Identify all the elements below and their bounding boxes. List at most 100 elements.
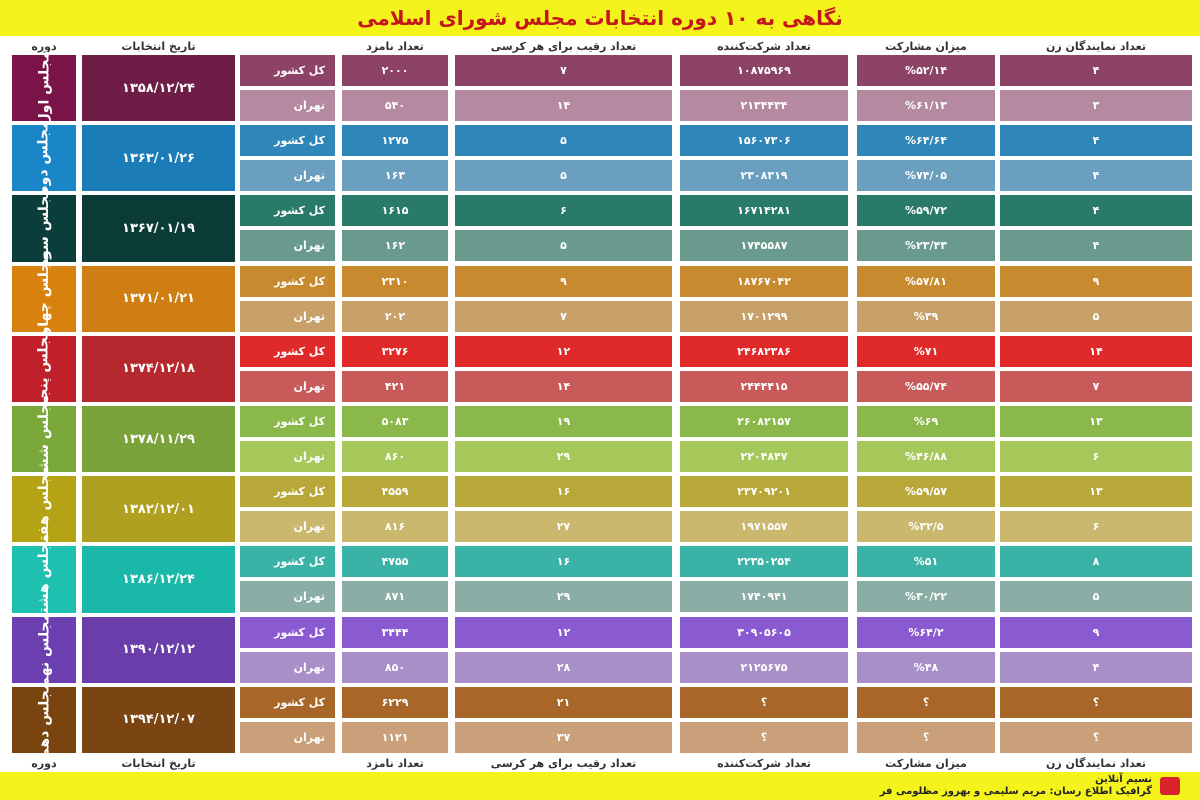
rivals: ۵ [455, 230, 672, 262]
women: ۴ [1000, 651, 1192, 683]
women: ۱۴ [1000, 335, 1192, 367]
rivals: ۱۶ [455, 476, 672, 508]
participants: ۲۱۳۴۴۳۴ [680, 90, 848, 121]
participants: ؟ [680, 721, 848, 753]
candidates: ۸۷۱ [342, 581, 448, 613]
participation: %۳۹ [857, 300, 995, 332]
women: ؟ [1000, 686, 1192, 718]
rivals: ۷ [455, 300, 672, 332]
participation: %۵۲/۱۴ [857, 55, 995, 86]
column-header: تعداد نمایندگان زن [1045, 757, 1146, 770]
column-header: تعداد شرکت‌کننده [717, 40, 811, 53]
logo [1160, 777, 1180, 795]
participation: ؟ [857, 721, 995, 753]
candidates: ۵۰۸۳ [342, 406, 448, 437]
candidates: ۸۱۶ [342, 511, 448, 543]
column-header: تعداد رقیب برای هر کرسی [490, 40, 637, 53]
participants: ۱۷۴۰۹۴۱ [680, 581, 848, 613]
column-header: تعداد نامزد [366, 757, 424, 770]
election-date: ۱۳۷۱/۰۱/۲۱ [82, 265, 235, 332]
participation: %۷۴/۰۵ [857, 160, 995, 192]
women: ۸ [1000, 546, 1192, 578]
participants: ۱۷۴۵۵۸۷ [680, 230, 848, 262]
women: ۴ [1000, 160, 1192, 192]
women: ۴ [1000, 195, 1192, 227]
column-header: میزان مشارکت [885, 40, 967, 53]
period-label: مجلس چهارم [12, 253, 76, 345]
scope: تهران [240, 90, 335, 121]
period-name: مجلس اول [36, 50, 53, 126]
candidates: ۲۰۲ [342, 300, 448, 332]
women: ۵ [1000, 581, 1192, 613]
column-header: تعداد نامزد [366, 40, 424, 53]
candidates: ۳۴۴۴ [342, 616, 448, 648]
title: نگاهی به ۱۰ دوره انتخابات مجلس شورای اسل… [357, 6, 843, 30]
rivals: ۲۸ [455, 651, 672, 683]
women: ۴ [1000, 55, 1192, 86]
election-date: ۱۳۹۴/۱۲/۰۷ [82, 686, 235, 753]
rivals: ۲۷ [455, 511, 672, 543]
participants: ۲۳۰۸۳۱۹ [680, 160, 848, 192]
participants: ۲۶۰۸۲۱۵۷ [680, 406, 848, 437]
participation: %۵۵/۷۴ [857, 370, 995, 402]
scope: کل کشور [240, 195, 335, 227]
women: ۴ [1000, 230, 1192, 262]
scope: تهران [240, 651, 335, 683]
participation: %۳۲/۵ [857, 511, 995, 543]
women: ۱۳ [1000, 476, 1192, 508]
election-date: ۱۳۵۸/۱۲/۲۴ [82, 55, 235, 122]
rivals: ۱۴ [455, 90, 672, 121]
scope: تهران [240, 230, 335, 262]
election-date: ۱۳۶۷/۰۱/۱۹ [82, 195, 235, 262]
candidates: ۱۱۲۱ [342, 721, 448, 753]
candidates: ۱۶۲ [342, 230, 448, 262]
women: ۶ [1000, 441, 1192, 472]
women: ۴ [1000, 125, 1192, 157]
scope: کل کشور [240, 406, 335, 437]
period-name: مجلس دوم [36, 120, 53, 196]
title-bar [0, 0, 1200, 36]
participants: ۳۰۹۰۵۶۰۵ [680, 616, 848, 648]
participants: ۱۶۷۱۴۲۸۱ [680, 195, 848, 227]
rivals: ۶ [455, 195, 672, 227]
women: ۷ [1000, 370, 1192, 402]
candidates: ۸۵۰ [342, 651, 448, 683]
election-date: ۱۳۷۸/۱۱/۲۹ [82, 406, 235, 473]
participants: ۱۵۶۰۷۳۰۶ [680, 125, 848, 157]
participation: %۶۴/۲ [857, 616, 995, 648]
rivals: ۵ [455, 125, 672, 157]
column-header: تعداد نمایندگان زن [1045, 40, 1146, 53]
rivals: ۳۷ [455, 721, 672, 753]
participants: ۲۴۴۴۴۱۵ [680, 370, 848, 402]
participation: %۴۶/۸۸ [857, 441, 995, 472]
rivals: ۱۹ [455, 406, 672, 437]
scope: تهران [240, 441, 335, 472]
scope: تهران [240, 581, 335, 613]
election-date: ۱۳۷۴/۱۲/۱۸ [82, 335, 235, 402]
participation: %۲۳/۴۳ [857, 230, 995, 262]
participants: ۱۰۸۷۵۹۶۹ [680, 55, 848, 86]
participants: ۱۹۷۱۵۵۷ [680, 511, 848, 543]
participation: %۶۱/۱۳ [857, 90, 995, 121]
candidates: ۸۶۰ [342, 441, 448, 472]
column-header: دوره [31, 757, 57, 770]
rivals: ۱۲ [455, 335, 672, 367]
participants: ۲۴۶۸۲۳۸۶ [680, 335, 848, 367]
participants: ۱۷۰۱۲۹۹ [680, 300, 848, 332]
scope: تهران [240, 300, 335, 332]
period-label: مجلس اول [12, 51, 76, 125]
candidates: ۴۷۵۵ [342, 546, 448, 578]
scope: کل کشور [240, 616, 335, 648]
participation: ؟ [857, 686, 995, 718]
period-label: مجلس هفتم [12, 466, 76, 552]
column-header: تعداد رقیب برای هر کرسی [490, 757, 637, 770]
participation: %۵۷/۸۱ [857, 265, 995, 297]
women: ۹ [1000, 616, 1192, 648]
participation: %۶۹ [857, 406, 995, 437]
footer-bar [0, 772, 1200, 800]
scope: تهران [240, 370, 335, 402]
candidates: ۴۵۵۹ [342, 476, 448, 508]
period-label: مجلس دوم [12, 121, 76, 196]
candidates: ۲۳۱۰ [342, 265, 448, 297]
